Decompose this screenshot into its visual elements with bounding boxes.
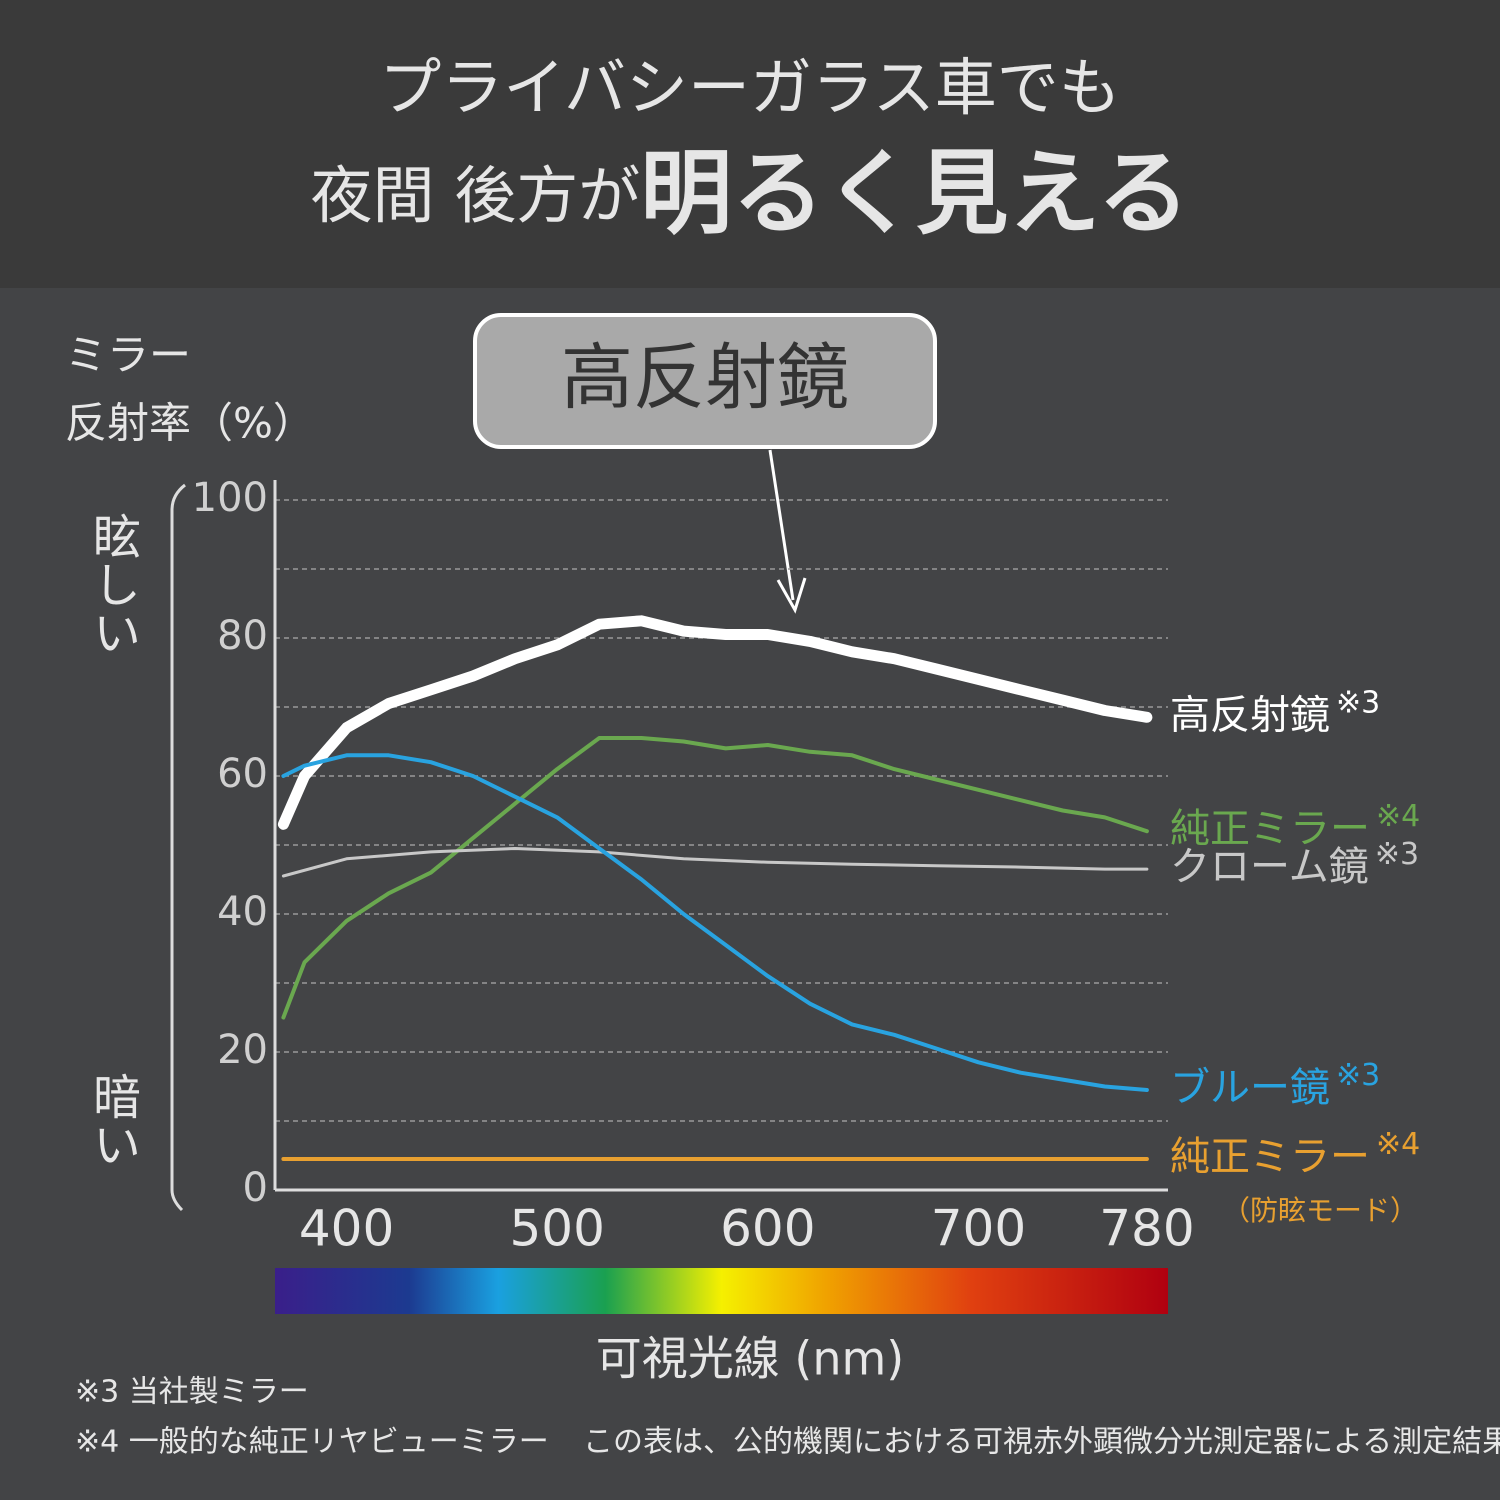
header-bg: [0, 0, 1500, 288]
y-tick-label: 80: [217, 613, 268, 659]
series-label: ブルー鏡 ※3: [1170, 1057, 1380, 1111]
legend-note: ※4: [1376, 799, 1420, 834]
title-line: 夜間 後方が明るく見える: [311, 140, 1190, 247]
y-tick-label: 100: [192, 475, 268, 521]
title-part: 夜間 後方が: [311, 159, 641, 232]
y-tick-label: 20: [217, 1027, 268, 1073]
direction-label: 暗い: [84, 1072, 140, 1168]
series-label: 高反射鏡 ※3: [1170, 685, 1380, 739]
x-tick-label: 600: [720, 1200, 815, 1258]
series-line: [277, 615, 1153, 830]
footnote: ※4 一般的な純正リヤビューミラー: [75, 1425, 549, 1460]
direction-arrow: [170, 483, 186, 1212]
series-line: [281, 753, 1149, 1092]
legend-note: ※3: [1336, 685, 1380, 720]
callout-text: 高反射鏡: [561, 336, 849, 420]
legend-entry: クローム鏡: [1170, 844, 1369, 890]
callout-arrow: [768, 449, 795, 601]
legend-entry: 高反射鏡: [1170, 692, 1330, 738]
legend-entry: 純正ミラー: [1170, 1134, 1370, 1180]
x-tick-label: 780: [1099, 1200, 1194, 1258]
x-axis-label: 可視光線 (nm): [596, 1332, 904, 1386]
x-tick-label: 700: [931, 1200, 1026, 1258]
y-tick-label: 40: [217, 889, 268, 935]
direction-label: 眩しい: [84, 512, 140, 656]
source-note: この表は、公的機関における可視赤外顕微分光測定器による測定結果: [583, 1425, 1500, 1460]
callout-arrowhead: [776, 577, 807, 614]
series-line: [281, 736, 1149, 1020]
series-label: クローム鏡 ※3: [1170, 837, 1419, 891]
x-tick-label: 400: [299, 1200, 394, 1258]
y-tick-label: 60: [217, 751, 268, 797]
x-tick-label: 500: [510, 1200, 605, 1258]
legend-sublabel: （防眩モード）: [1222, 1194, 1418, 1227]
series-label: 純正ミラー ※4: [1170, 1126, 1420, 1180]
legend-entry: ブルー鏡: [1170, 1065, 1330, 1111]
callout-box: [473, 313, 937, 449]
y-axis-label: 反射率（%）: [65, 399, 315, 448]
title-emphasis: 明るく見える: [640, 140, 1189, 247]
legend-note: ※3: [1375, 837, 1419, 872]
y-axis-label: ミラー: [65, 331, 191, 380]
footnote: ※3 当社製ミラー: [75, 1375, 309, 1410]
y-tick-label: 0: [243, 1165, 268, 1211]
title-line: プライバシーガラス車でも: [379, 51, 1121, 124]
spectrum-bar: [275, 1268, 1168, 1314]
legend-note: ※4: [1376, 1126, 1420, 1161]
series-label: 純正ミラー ※4: [1170, 799, 1420, 853]
series-line: [281, 847, 1149, 878]
legend-note: ※3: [1336, 1057, 1380, 1092]
legend-entry: 純正ミラー: [1170, 806, 1370, 852]
